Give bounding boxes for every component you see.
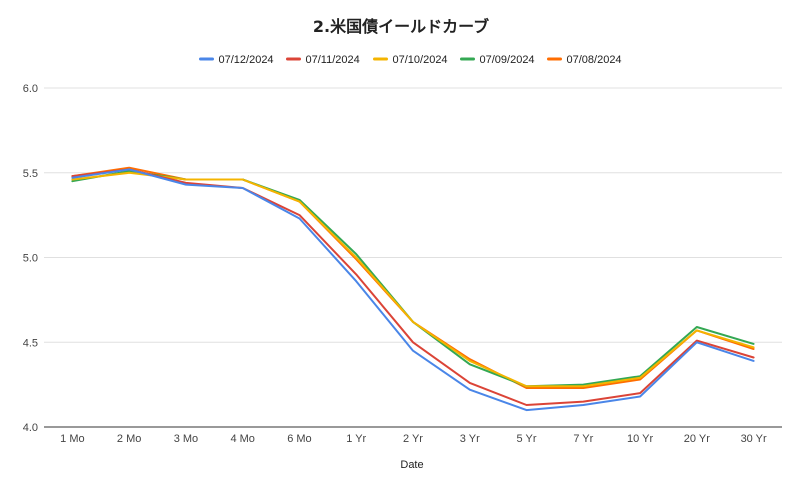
y-tick-label: 6.0 [23, 83, 38, 95]
series-line-07-11-2024 [71, 168, 755, 406]
series-line-07-10-2024 [71, 171, 755, 388]
gridlines [44, 87, 782, 428]
x-tick-label: 1 Mo [60, 433, 84, 445]
y-tick-label: 5.5 [23, 168, 38, 180]
legend-item[interactable]: 07/09/2024 [460, 54, 535, 66]
x-tick-label: 3 Mo [174, 433, 198, 445]
legend: 07/12/2024 07/11/2024 07/10/2024 07/09/2024… [199, 54, 622, 66]
y-tick-label: 5.0 [23, 253, 38, 265]
legend-label: 07/09/2024 [480, 54, 535, 66]
x-tick-label: 5 Yr [517, 433, 537, 445]
legend-item[interactable]: 07/11/2024 [286, 54, 360, 66]
series-line-07-09-2024 [71, 170, 755, 388]
x-tick-label: 3 Yr [460, 433, 480, 445]
series-line-07-12-2024 [71, 168, 755, 412]
legend-label: 07/10/2024 [393, 54, 448, 66]
x-tick-label: 4 Mo [230, 433, 254, 445]
x-tick-label: 10 Yr [627, 433, 653, 445]
x-tick-label: 20 Yr [684, 433, 710, 445]
legend-label: 07/12/2024 [219, 54, 274, 66]
x-tick-label: 6 Mo [287, 433, 311, 445]
legend-label: 07/08/2024 [567, 54, 622, 66]
legend-item[interactable]: 07/08/2024 [547, 54, 622, 66]
y-axis-ticks: 4.0 4.5 5.0 5.5 6.0 [23, 83, 38, 434]
x-tick-label: 7 Yr [573, 433, 593, 445]
x-axis-label: Date [400, 459, 423, 471]
x-tick-label: 2 Yr [403, 433, 423, 445]
y-tick-label: 4.0 [23, 422, 38, 434]
x-axis-ticks: 1 Mo 2 Mo 3 Mo 4 Mo 6 Mo 1 Yr 2 Yr 3 Yr 5 Yr 7 Yr… [60, 433, 767, 445]
x-tick-label: 2 Mo [117, 433, 141, 445]
legend-item[interactable]: 07/12/2024 [199, 54, 274, 66]
chart-title: 2.米国債イールドカーブ [313, 17, 489, 36]
x-tick-label: 1 Yr [346, 433, 366, 445]
legend-item[interactable]: 07/10/2024 [373, 54, 448, 66]
series-lines [71, 166, 755, 412]
x-tick-label: 30 Yr [741, 433, 767, 445]
series-line-07-08-2024 [71, 166, 755, 389]
y-tick-label: 4.5 [23, 337, 38, 349]
legend-label: 07/11/2024 [306, 54, 360, 66]
